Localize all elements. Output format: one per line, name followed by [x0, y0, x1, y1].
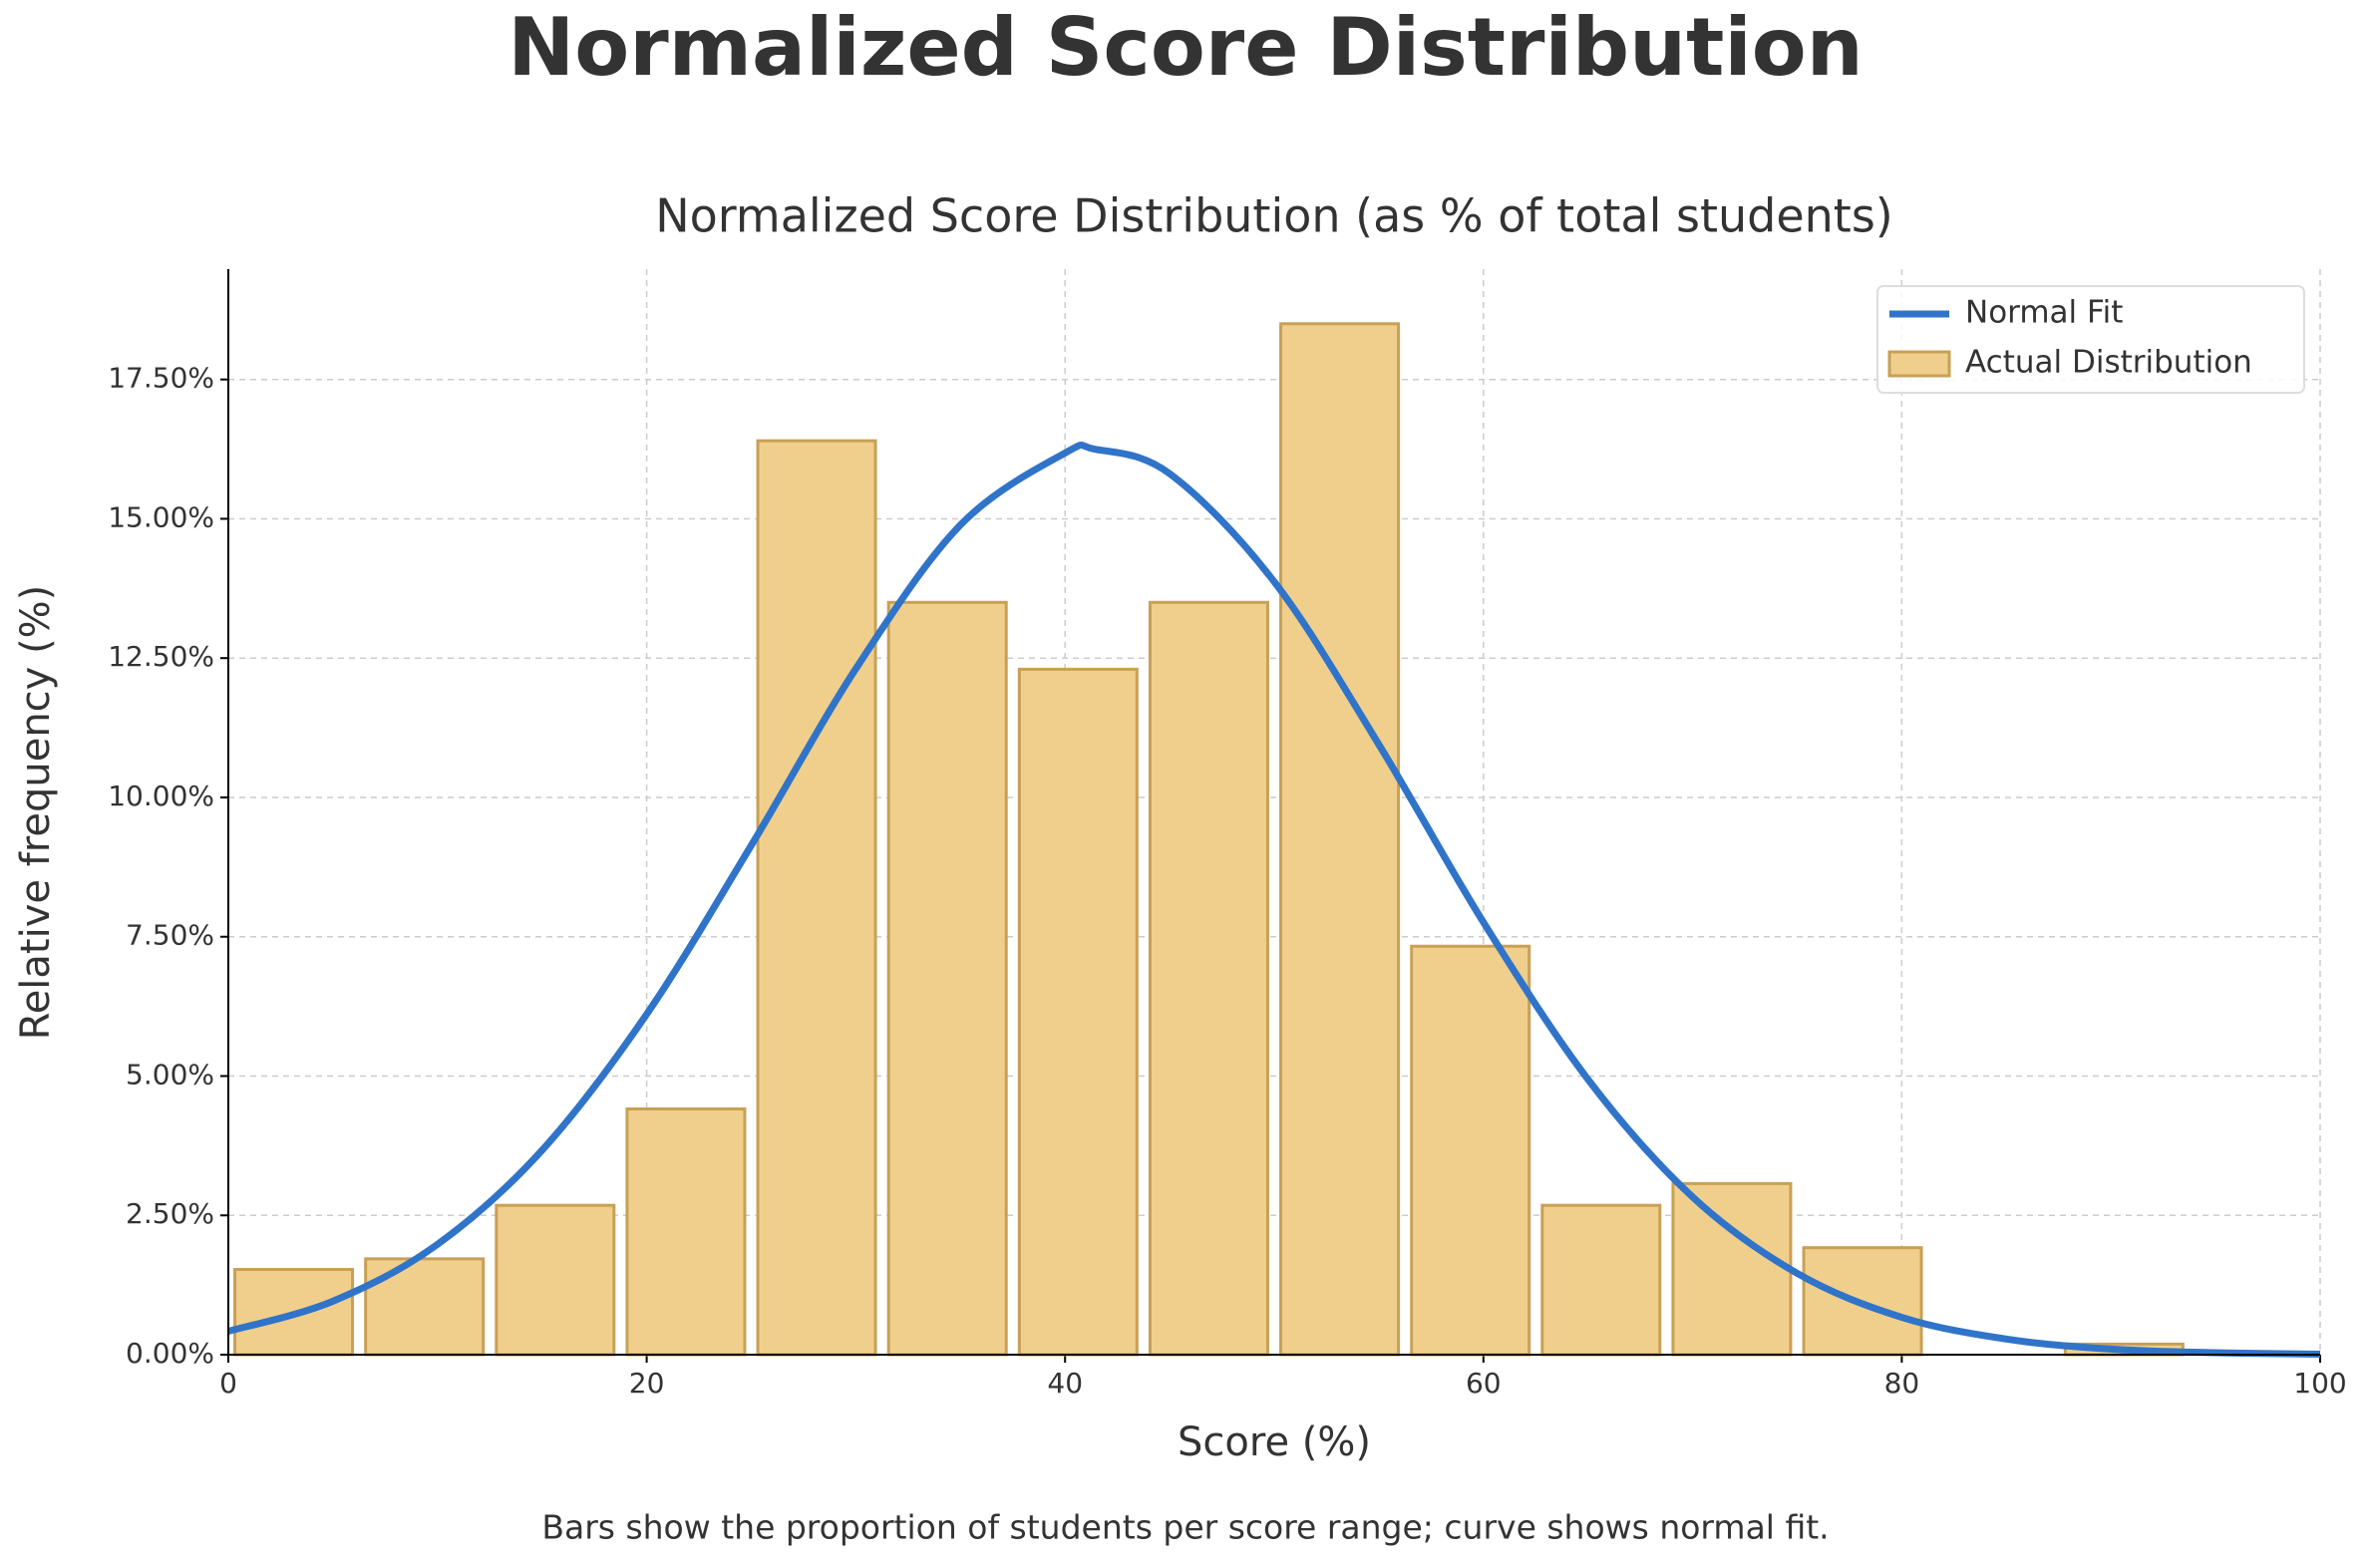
- x-tick-label: 0: [219, 1367, 237, 1400]
- bar: [495, 1203, 616, 1357]
- bar: [886, 600, 1008, 1357]
- legend-swatch: [1887, 350, 1951, 378]
- chart-subtitle: Normalized Score Distribution (as % of t…: [655, 189, 1893, 243]
- x-tick-label: 100: [2293, 1367, 2346, 1400]
- y-tick-label: 7.50%: [126, 919, 214, 952]
- y-tick-label: 12.50%: [108, 640, 214, 673]
- y-tick-label: 17.50%: [108, 362, 214, 395]
- bar: [1279, 322, 1401, 1357]
- x-tick-label: 60: [1466, 1367, 1502, 1400]
- x-tick-label: 20: [629, 1367, 665, 1400]
- caption: Bars show the proportion of students per…: [541, 1508, 1829, 1547]
- legend-label: Actual Distribution: [1965, 345, 2252, 381]
- y-tick-label: 15.00%: [108, 500, 214, 533]
- y-tick-label: 0.00%: [126, 1337, 214, 1370]
- bar: [1017, 667, 1139, 1357]
- bar: [756, 439, 877, 1357]
- x-axis-label: Score (%): [1178, 1419, 1371, 1465]
- legend-label: Normal Fit: [1965, 295, 2123, 331]
- bar: [1410, 944, 1531, 1357]
- bar: [1540, 1203, 1662, 1357]
- x-tick-label: 40: [1047, 1367, 1083, 1400]
- y-tick-label: 10.00%: [108, 780, 214, 812]
- y-tick-label: 5.00%: [126, 1058, 214, 1091]
- legend-box: [1876, 285, 2305, 394]
- bar: [364, 1257, 486, 1357]
- fit-line: [227, 442, 2321, 1358]
- bar: [1671, 1181, 1793, 1357]
- chart-title: Normalized Score Distribution: [508, 1, 1863, 94]
- y-tick-label: 2.50%: [126, 1197, 214, 1230]
- bar: [625, 1106, 747, 1357]
- x-tick-label: 80: [1884, 1367, 1920, 1400]
- bar: [1148, 600, 1269, 1357]
- y-axis-label: Relative frequency (%): [13, 585, 59, 1041]
